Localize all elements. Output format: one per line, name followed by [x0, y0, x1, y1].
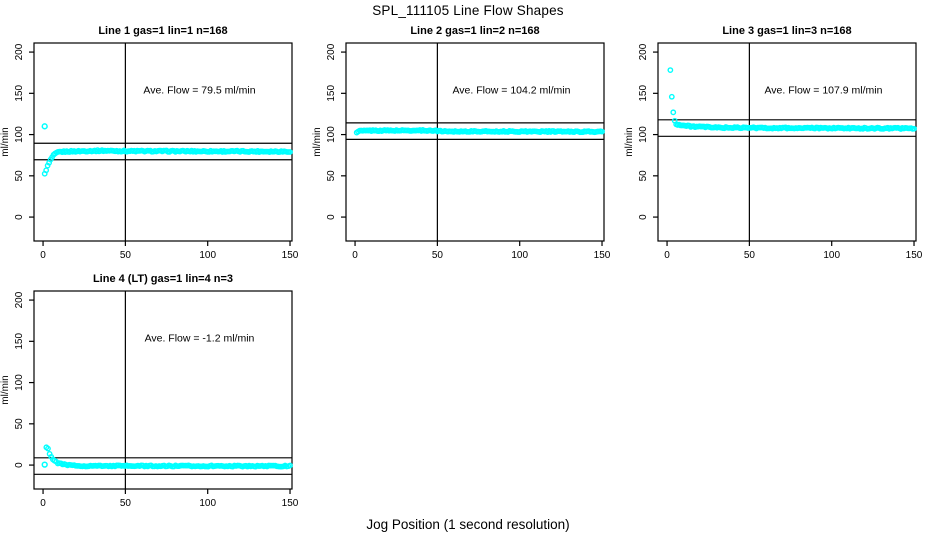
avg-flow-annotation: Ave. Flow = 107.9 ml/min	[764, 84, 882, 96]
x-tick-label: 0	[40, 250, 46, 261]
avg-flow-annotation: Ave. Flow = -1.2 ml/min	[145, 332, 255, 344]
subplot-title: Line 3 gas=1 lin=3 n=168	[722, 25, 851, 37]
y-tick-label: 150	[638, 85, 649, 102]
subplot-title: Line 4 (LT) gas=1 lin=4 n=3	[93, 273, 233, 285]
x-tick-label: 150	[282, 498, 299, 509]
x-tick-label: 50	[744, 250, 756, 261]
y-tick-label: 150	[14, 333, 25, 350]
plot-box	[345, 42, 605, 242]
y-tick-label: 100	[326, 126, 337, 143]
x-tick-label: 100	[199, 250, 216, 261]
y-tick-label: 200	[326, 43, 337, 60]
y-tick-label: 0	[326, 214, 337, 220]
x-tick-label: 100	[823, 250, 840, 261]
x-tick-label: 0	[40, 498, 46, 509]
y-tick-label: 150	[14, 85, 25, 102]
subplot-line-1: Line 1 gas=1 lin=1 n=168 0 50 100 150 0 50 100 1…	[0, 25, 299, 261]
data-point	[45, 445, 51, 452]
data-point	[668, 93, 675, 100]
data-points	[41, 123, 293, 177]
x-tick-label: 100	[511, 250, 528, 261]
x-tick-label: 150	[594, 250, 611, 261]
outlier-point	[41, 123, 48, 130]
plot-box	[33, 42, 293, 242]
subplot-line-2: Line 2 gas=1 lin=2 n=168 0 50 100 150 0 50 100 1…	[312, 25, 611, 261]
data-points	[41, 444, 293, 470]
x-tick-label: 100	[199, 498, 216, 509]
plot-box	[33, 290, 293, 490]
y-tick-label: 100	[14, 374, 25, 391]
avg-flow-annotation: Ave. Flow = 104.2 ml/min	[452, 84, 570, 96]
x-tick-label: 0	[664, 250, 670, 261]
x-tick-label: 150	[282, 250, 299, 261]
x-tick-label: 50	[120, 250, 132, 261]
x-axis-label: Jog Position (1 second resolution)	[366, 517, 570, 532]
y-tick-label: 200	[14, 291, 25, 308]
subplot-title: Line 1 gas=1 lin=1 n=168	[98, 25, 227, 37]
x-tick-label: 0	[352, 250, 358, 261]
y-tick-label: 50	[638, 170, 649, 182]
y-tick-label: 200	[638, 43, 649, 60]
data-point	[287, 149, 293, 155]
data-points	[353, 127, 605, 136]
y-tick-label: 100	[14, 126, 25, 143]
y-axis-label: ml/min	[624, 127, 635, 156]
x-tick-label: 50	[120, 498, 132, 509]
y-tick-label: 100	[638, 126, 649, 143]
figure-title: SPL_111105 Line Flow Shapes	[372, 3, 564, 18]
x-tick-label: 150	[906, 250, 923, 261]
data-point	[667, 67, 674, 73]
y-tick-label: 50	[14, 170, 25, 182]
y-axis-label: ml/min	[0, 375, 11, 404]
data-point	[911, 125, 917, 132]
y-axis-label: ml/min	[312, 127, 323, 156]
data-point	[287, 462, 293, 469]
subplot-line-3: Line 3 gas=1 lin=3 n=168 0 50 100 150 0 50 100 1…	[624, 25, 923, 261]
subplot-title: Line 2 gas=1 lin=2 n=168	[410, 25, 539, 37]
y-tick-label: 200	[14, 43, 25, 60]
y-tick-label: 50	[14, 418, 25, 430]
y-tick-label: 0	[638, 214, 649, 220]
outlier-point	[41, 461, 48, 468]
subplot-line-4: Line 4 (LT) gas=1 lin=4 n=3 0 50 100 150 0 50 1…	[0, 273, 299, 509]
y-axis-label: ml/min	[0, 127, 11, 156]
plot-box	[657, 42, 917, 242]
x-tick-label: 50	[432, 250, 444, 261]
data-point	[670, 109, 677, 116]
avg-flow-annotation: Ave. Flow = 79.5 ml/min	[143, 84, 255, 96]
data-points	[667, 67, 917, 132]
y-tick-label: 150	[326, 85, 337, 102]
data-point	[43, 167, 50, 174]
y-tick-label: 0	[14, 214, 25, 220]
y-tick-label: 0	[14, 462, 25, 468]
y-tick-label: 50	[326, 170, 337, 182]
data-point	[599, 128, 605, 135]
